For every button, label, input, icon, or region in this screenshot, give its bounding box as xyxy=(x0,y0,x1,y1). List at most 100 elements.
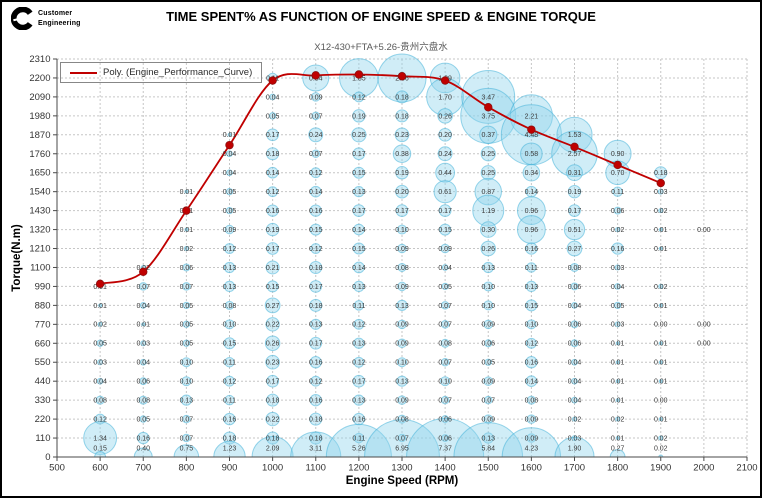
bubble xyxy=(566,164,583,182)
bubble xyxy=(224,357,235,368)
x-tick-label: 1500 xyxy=(478,463,499,474)
y-tick-labels: 0 110 220 330 440 550 660 770 880 990 1100 1210 1320… xyxy=(29,54,50,463)
bubble-value-label: 0.11 xyxy=(352,303,365,310)
bubble xyxy=(265,222,280,237)
bubble-value-label: 0.00 xyxy=(697,227,711,234)
bubble xyxy=(526,395,536,405)
bubble-value-label: 0.03 xyxy=(611,265,625,272)
bubble xyxy=(182,339,191,347)
bubble xyxy=(83,421,118,455)
bubble xyxy=(264,297,281,314)
y-tick-label: 1210 xyxy=(29,244,50,255)
bubble xyxy=(227,132,232,137)
bubble-value-label: 4.48 xyxy=(525,132,539,139)
bubble xyxy=(225,187,234,196)
bubble-value-label: 0.05 xyxy=(481,360,495,367)
bubble xyxy=(472,194,505,227)
bubble xyxy=(308,127,324,143)
customer-engineering-logo-icon xyxy=(11,7,33,30)
bubble xyxy=(139,302,147,309)
bubble-value-label: 0.27 xyxy=(611,446,625,453)
bubble xyxy=(397,338,407,349)
bubble xyxy=(267,186,279,198)
bubble xyxy=(658,435,664,441)
bubble xyxy=(266,128,279,142)
x-tick-label: 2000 xyxy=(693,463,714,474)
bubble-value-label: 0.04 xyxy=(568,379,582,386)
bubble xyxy=(525,299,538,312)
bubble xyxy=(658,341,663,346)
bubble xyxy=(395,109,409,123)
y-tick-label: 1980 xyxy=(29,111,50,122)
bubble xyxy=(613,301,622,310)
x-tick-label: 1900 xyxy=(650,463,671,474)
bubble-value-label: 0.06 xyxy=(180,265,194,272)
bubble-value-label: 0.05 xyxy=(438,284,452,291)
bubble xyxy=(654,166,668,180)
bubble-value-label: 0.13 xyxy=(352,284,366,291)
bubble xyxy=(614,283,621,290)
logo-text-line1: Customer xyxy=(38,10,73,18)
bubble xyxy=(439,223,452,236)
bubble-value-label: 0.10 xyxy=(438,379,452,386)
bubble-value-label: 0.20 xyxy=(438,132,452,139)
bubble-value-label: 0.02 xyxy=(654,435,668,442)
bubble-value-label: 0.05 xyxy=(180,303,194,310)
x-tick-label: 1200 xyxy=(348,463,369,474)
bubble-value-label: 2.21 xyxy=(525,113,539,120)
bubble xyxy=(483,395,493,405)
bubble-value-label: 0.03 xyxy=(654,189,668,196)
bubble-value-label: 0.21 xyxy=(266,265,280,272)
bubble-value-label: 0.90 xyxy=(611,151,625,158)
bubble xyxy=(138,395,148,405)
bubble xyxy=(571,416,578,422)
y-tick-label: 1430 xyxy=(29,206,50,217)
bubble xyxy=(138,282,148,291)
bubble-value-label: 0.04 xyxy=(266,94,280,101)
bubble-value-label: 0.18 xyxy=(223,435,237,442)
bubble-value-label: 0.12 xyxy=(352,360,366,367)
bubble xyxy=(571,358,578,366)
bubble-value-label: 0.13 xyxy=(352,398,366,405)
bubble xyxy=(526,414,537,424)
bubble xyxy=(483,281,494,292)
bubble xyxy=(615,416,621,422)
bubble xyxy=(290,431,342,457)
y-tick-label: 2090 xyxy=(29,92,50,103)
bubble xyxy=(265,260,280,275)
bubble-value-label: 0.19 xyxy=(568,189,582,196)
y-axis-title: Torque(N.m) xyxy=(11,224,23,292)
bubble-value-label: 0.07 xyxy=(438,398,452,405)
bubble xyxy=(397,433,407,443)
bubble xyxy=(440,395,450,405)
bubble-value-label: 0.07 xyxy=(180,435,194,442)
bubble-value-label: 0.17 xyxy=(395,208,409,215)
bubble xyxy=(571,377,578,385)
bubble xyxy=(353,91,365,103)
bubble xyxy=(483,319,494,330)
bubble xyxy=(223,337,236,350)
bubble xyxy=(615,360,620,365)
y-tick-label: 1320 xyxy=(29,225,50,236)
bubble xyxy=(224,375,235,387)
curve-marker xyxy=(182,206,191,215)
bubble-value-label: 0.01 xyxy=(654,360,668,367)
curve-marker xyxy=(613,160,622,170)
bubble xyxy=(437,146,453,162)
bubble-value-label: 0.07 xyxy=(309,151,323,158)
bubble-value-label: 0.31 xyxy=(568,170,582,177)
axes xyxy=(53,58,748,461)
bubble-value-label: 0.02 xyxy=(93,322,107,329)
bubble xyxy=(309,412,323,426)
bubble-value-label: 0.17 xyxy=(266,246,280,253)
bubble-value-label: 0.02 xyxy=(611,227,625,234)
bubble-value-label: 0.09 xyxy=(438,246,452,253)
bubble-value-label: 0.06 xyxy=(568,322,582,329)
bubble xyxy=(180,394,192,406)
curve-marker xyxy=(570,142,579,152)
bubble xyxy=(397,224,407,235)
bubble xyxy=(309,393,322,407)
bubble xyxy=(310,92,321,102)
bubble-value-label: 0.08 xyxy=(438,341,452,348)
bubble-value-label: 0.16 xyxy=(309,360,323,367)
